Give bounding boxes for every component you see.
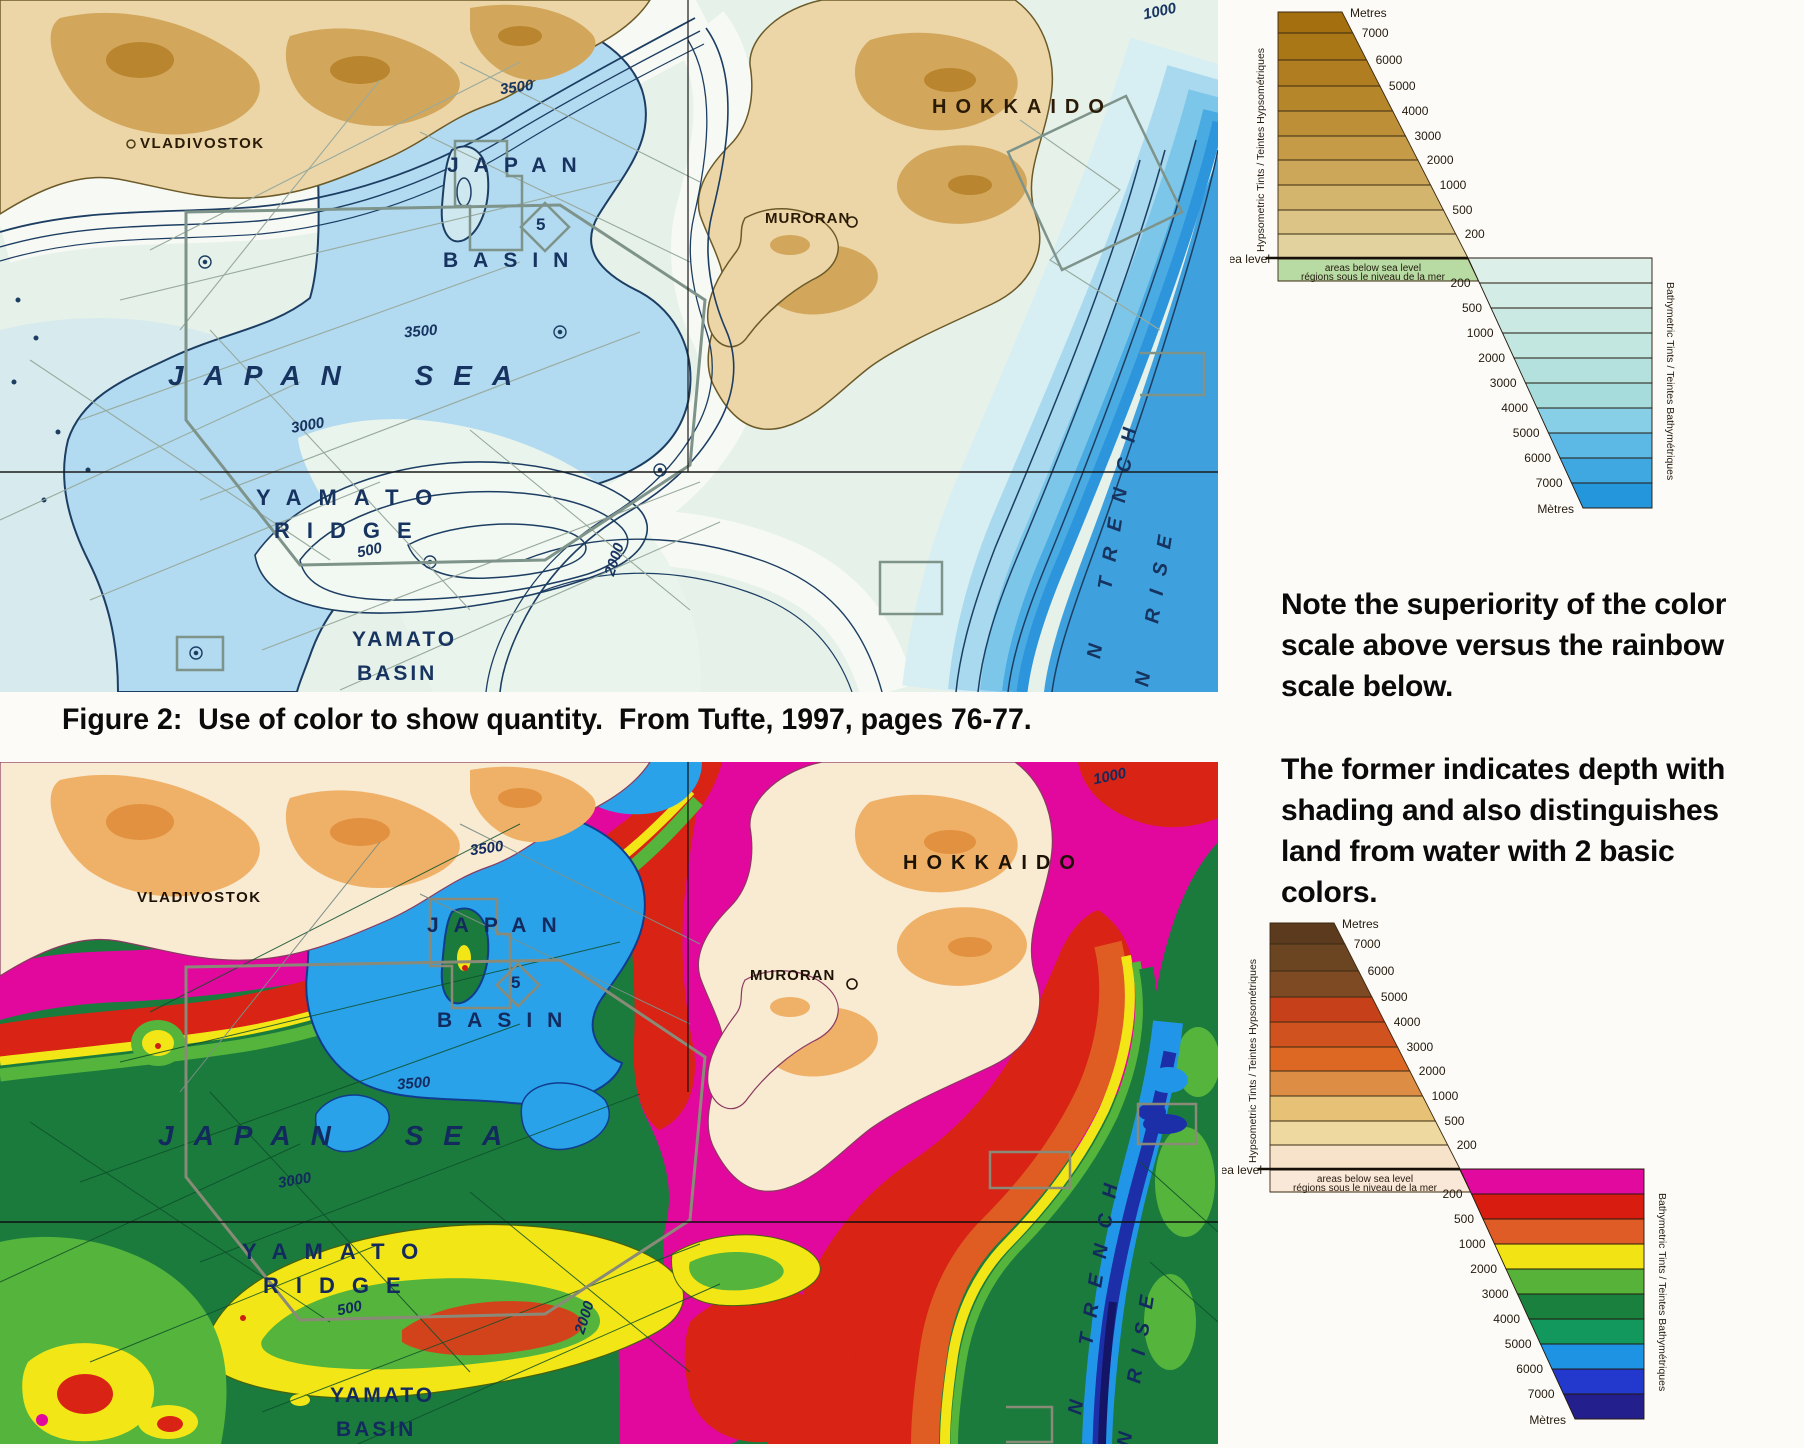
svg-text:4000: 4000	[1402, 104, 1429, 118]
svg-text:2000: 2000	[1478, 351, 1505, 365]
label-muroran-2: MURORAN	[750, 967, 836, 984]
svg-text:Hypsometric Tints / Teintes: Hypsometric Tints / Teintes Hypsométriqu…	[1247, 959, 1259, 1163]
contour-3500-b2: 3500	[396, 1073, 432, 1094]
svg-text:1000: 1000	[1459, 1237, 1486, 1251]
svg-text:Metres: Metres	[1350, 6, 1387, 20]
label-box5-2: 5	[511, 973, 521, 992]
svg-text:Mètres: Mètres	[1529, 1413, 1566, 1427]
svg-text:6000: 6000	[1376, 53, 1403, 67]
svg-text:6000: 6000	[1524, 451, 1551, 465]
svg-text:6000: 6000	[1368, 964, 1395, 978]
svg-text:500: 500	[1462, 301, 1482, 315]
svg-text:3000: 3000	[1415, 129, 1442, 143]
label-ridge: RIDGE	[274, 518, 429, 543]
svg-text:Mètres: Mètres	[1537, 502, 1574, 516]
svg-text:2000: 2000	[1470, 1262, 1497, 1276]
label-japan-sea: JAPAN SEA	[168, 360, 533, 391]
contour-3500-a2: 3500	[468, 837, 505, 860]
note-paragraph-1: Note the superiority of the color scale …	[1281, 588, 1727, 703]
svg-text:Hypsometric Tints / Teintes: Hypsometric Tints / Teintes Hypsométriqu…	[1255, 48, 1267, 252]
legend-bottom-drawing: Metres 7000 6000 5000 4000 3000 2000 1000 500 200…	[1215, 917, 1668, 1427]
svg-text:areas below sea level: areas below sea level	[1325, 263, 1421, 274]
label-yamato-basin-1: YAMATO	[352, 628, 458, 651]
survey-tracks-rainbow	[0, 823, 1218, 1444]
svg-text:500: 500	[1452, 203, 1472, 217]
svg-text:5000: 5000	[1505, 1337, 1532, 1351]
label-ridge-2: RIDGE	[263, 1273, 418, 1298]
svg-text:200: 200	[1457, 1138, 1477, 1152]
map-japan-sea-rainbow: VLADIVOSTOK JAPAN BASIN JAPAN SEA YAMATO…	[0, 762, 1218, 1444]
svg-text:3000: 3000	[1407, 1040, 1434, 1054]
svg-text:areas below sea level: areas below sea level	[1317, 1174, 1413, 1185]
svg-text:1000: 1000	[1440, 178, 1467, 192]
label-japan-sea-2: JAPAN SEA	[158, 1120, 523, 1151]
label-japan: JAPAN	[447, 154, 592, 177]
svg-text:7000: 7000	[1362, 26, 1389, 40]
label-basin: BASIN	[443, 249, 584, 272]
hypsometric-map-drawing	[0, 0, 1218, 692]
label-basin-2: BASIN	[437, 1009, 578, 1032]
svg-text:200: 200	[1465, 227, 1485, 241]
map-japan-sea-hypsometric: VLADIVOSTOK JAPAN BASIN JAPAN SEA YAMATO…	[0, 0, 1218, 692]
contour-3500-a: 3500	[498, 76, 535, 99]
label-japan-2: JAPAN	[427, 914, 572, 937]
label-yamato-2: YAMATO	[242, 1239, 436, 1264]
label-hokkaido: HOKKAIDO	[932, 96, 1113, 118]
svg-text:2000: 2000	[1419, 1064, 1446, 1078]
legend-rainbow-scale: Metres 7000 6000 5000 4000 3000 2000 1000 500 200…	[1215, 911, 1692, 1443]
legend-top-drawing: Metres 7000 6000 5000 4000 3000 2000 1000 500 200…	[1223, 6, 1676, 516]
svg-text:4000: 4000	[1493, 1312, 1520, 1326]
svg-text:régions sous le niveau de la m: régions sous le niveau de la mer	[1293, 1183, 1438, 1194]
figure-caption: Figure 2: Use of color to show quantity.…	[62, 703, 1032, 736]
svg-text:régions sous le niveau de la m: régions sous le niveau de la mer	[1301, 272, 1446, 283]
svg-text:5000: 5000	[1381, 990, 1408, 1004]
label-yamato: YAMATO	[256, 485, 450, 510]
svg-text:3000: 3000	[1482, 1287, 1509, 1301]
label-box5: 5	[536, 215, 546, 234]
label-yamato-basin-2: BASIN	[357, 662, 438, 685]
svg-text:1000: 1000	[1467, 326, 1494, 340]
label-yamato-basin-2b: BASIN	[336, 1418, 417, 1441]
survey-boxes-rainbow	[184, 897, 1198, 1444]
svg-text:2000: 2000	[1427, 153, 1454, 167]
svg-text:sea level: sea level	[1222, 1163, 1262, 1177]
svg-text:3000: 3000	[1490, 376, 1517, 390]
svg-text:200: 200	[1450, 276, 1470, 290]
svg-text:Metres: Metres	[1342, 917, 1379, 931]
svg-text:5000: 5000	[1513, 426, 1540, 440]
annotation-note: Note the superiority of the color scale …	[1281, 584, 1769, 955]
svg-text:200: 200	[1442, 1187, 1462, 1201]
svg-text:Bathymetric Tints / Teintes: Bathymetric Tints / Teintes Bathymétriqu…	[1656, 1193, 1668, 1391]
label-muroran: MURORAN	[765, 210, 851, 227]
rainbow-map-drawing	[0, 762, 1218, 1444]
label-hokkaido-2: HOKKAIDO	[903, 852, 1084, 874]
contour-3500-b: 3500	[403, 321, 439, 342]
survey-boxes	[175, 94, 1206, 672]
svg-text:5000: 5000	[1389, 79, 1416, 93]
svg-text:7000: 7000	[1354, 937, 1381, 951]
label-vladivostok: VLADIVOSTOK	[140, 135, 265, 152]
svg-text:7000: 7000	[1536, 476, 1563, 490]
svg-text:6000: 6000	[1516, 1362, 1543, 1376]
legend-hypsometric-bathymetric: Metres 7000 6000 5000 4000 3000 2000 1000 500 200…	[1223, 0, 1700, 532]
svg-text:4000: 4000	[1394, 1015, 1421, 1029]
note-paragraph-2: The former indicates depth with shading …	[1281, 753, 1726, 909]
svg-text:7000: 7000	[1528, 1387, 1555, 1401]
sounding-symbols	[11, 255, 667, 660]
svg-text:sea level: sea level	[1230, 252, 1270, 266]
svg-text:500: 500	[1454, 1212, 1474, 1226]
svg-text:1000: 1000	[1432, 1089, 1459, 1103]
label-vladivostok-2: VLADIVOSTOK	[137, 889, 262, 906]
svg-text:4000: 4000	[1501, 401, 1528, 415]
svg-text:500: 500	[1444, 1114, 1464, 1128]
svg-text:Bathymetric Tints / Teintes: Bathymetric Tints / Teintes Bathymétriqu…	[1664, 282, 1676, 480]
label-yamato-basin-1b: YAMATO	[330, 1384, 436, 1407]
